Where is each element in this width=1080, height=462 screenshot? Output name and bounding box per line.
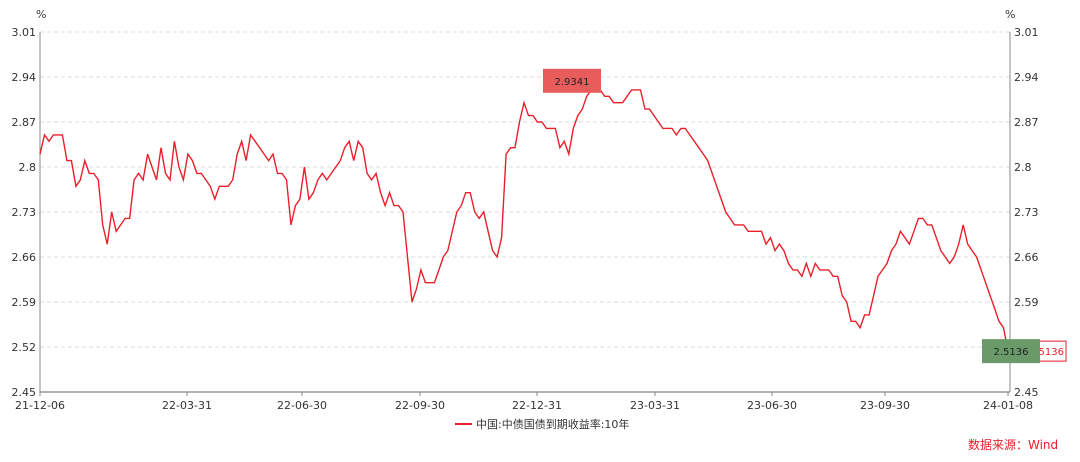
y-tick-label-left: 2.52 (12, 341, 37, 354)
y-unit-right: % (1005, 8, 1015, 21)
y-tick-label-right: 2.94 (1014, 71, 1039, 84)
x-tick-label: 22-09-30 (395, 399, 445, 412)
y-tick-label-left: 2.66 (12, 251, 37, 264)
y-tick-label-left: 3.01 (12, 26, 37, 39)
max-callout-box (543, 68, 601, 93)
y-tick-label-left: 2.87 (12, 116, 37, 129)
y-tick-label-right: 2.87 (1014, 116, 1039, 129)
legend: 中国:中债国债到期收益率:10年 (455, 417, 629, 431)
x-tick-label: 22-06-30 (277, 399, 327, 412)
y-tick-label-right: 2.59 (1014, 296, 1039, 309)
y-tick-label-left: 2.8 (19, 161, 37, 174)
y-tick-label-right: 3.01 (1014, 26, 1039, 39)
last-callout-label: 2.5136 (994, 347, 1029, 358)
source-note: 数据来源：Wind (968, 437, 1058, 452)
grid-lines (40, 31, 1010, 393)
max-callout-label: 2.9341 (555, 77, 590, 88)
y-tick-label-right: 2.73 (1014, 206, 1039, 219)
x-tick-label: 22-03-31 (162, 399, 212, 412)
x-tick-label: 22-12-31 (512, 399, 562, 412)
y-tick-label-right: 2.45 (1014, 386, 1039, 399)
y-tick-label-left: 2.73 (12, 206, 37, 219)
x-tick-label: 23-03-31 (630, 399, 680, 412)
last-value-tag-label: 2.5136 (1029, 347, 1064, 358)
y-tick-label-left: 2.59 (12, 296, 37, 309)
series-group (39, 82, 1009, 352)
y-tick-label-right: 2.66 (1014, 251, 1039, 264)
y-tick-label-left: 2.45 (12, 386, 37, 399)
y-tick-label-left: 2.94 (12, 71, 37, 84)
y-tick-label-right: 2.8 (1014, 161, 1032, 174)
x-tick-label: 24-01-08 (983, 399, 1033, 412)
y-unit-left: % (36, 8, 46, 21)
legend-label: 中国:中债国债到期收益率:10年 (476, 417, 629, 431)
x-axis: 21-12-06 22-03-31 22-06-30 22-09-30 22-12-31… (15, 392, 1033, 412)
x-tick-label: 21-12-06 (15, 399, 65, 412)
x-tick-label: 23-06-30 (747, 399, 797, 412)
last-callout-box (982, 339, 1040, 364)
y-axis-left: 2.45 2.52 2.59 2.66 2.73 2.8 2.87 2.94 3.01 (12, 26, 41, 399)
series-line (39, 82, 1009, 352)
x-tick-label: 23-09-30 (860, 399, 910, 412)
